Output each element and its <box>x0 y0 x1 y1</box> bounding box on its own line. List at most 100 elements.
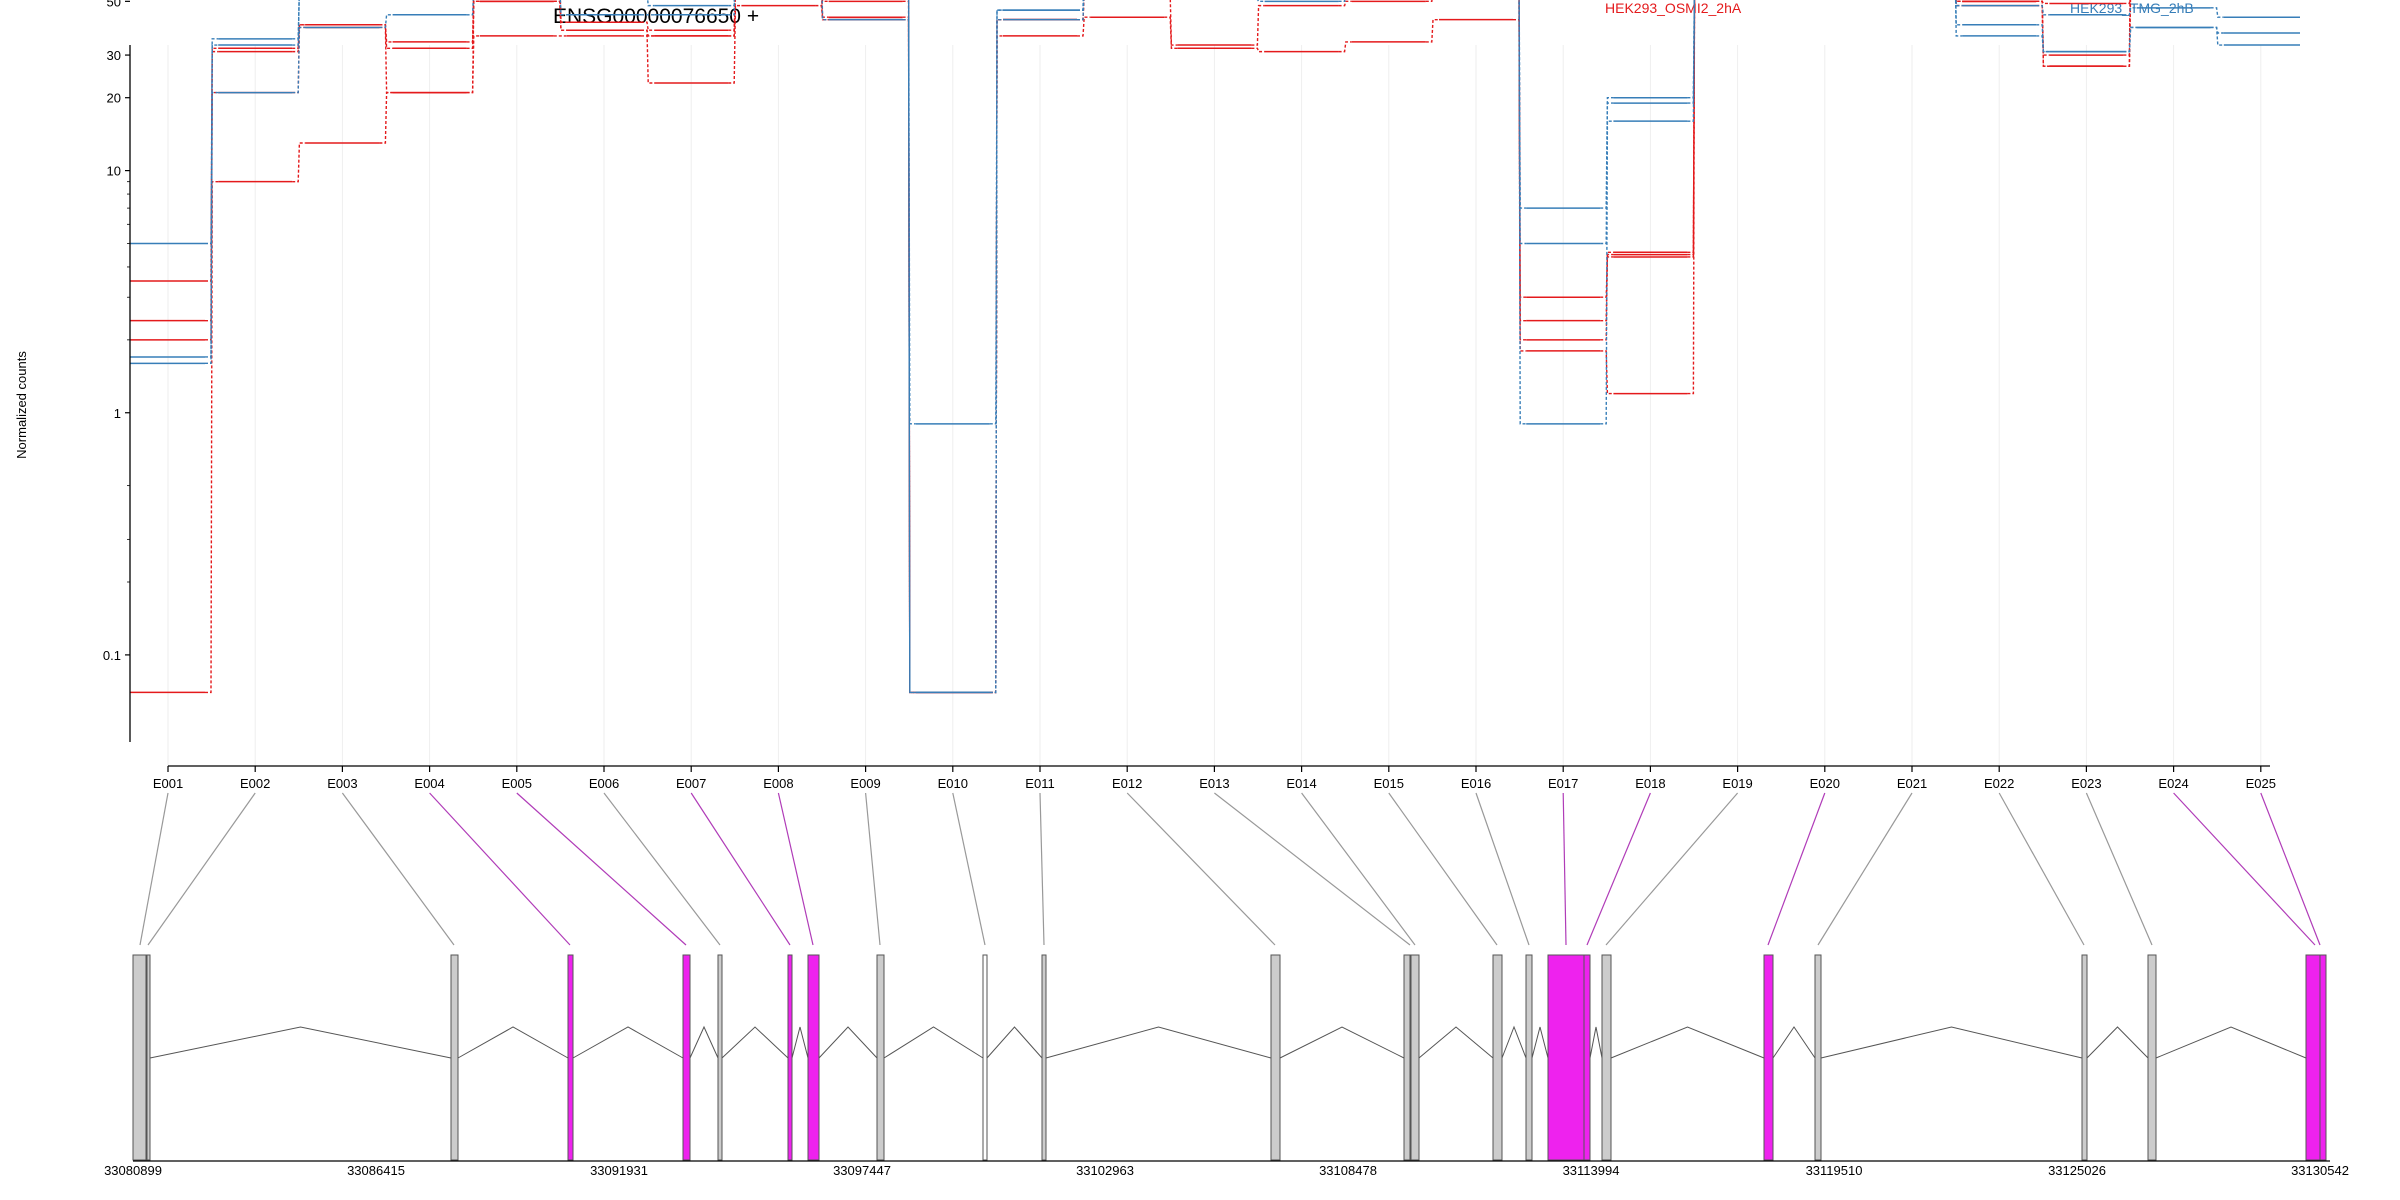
exon-connector <box>603 792 721 946</box>
genomic-coordinate-label: 33091931 <box>590 1163 648 1178</box>
genomic-coordinate-label: 33086415 <box>347 1163 405 1178</box>
x-tick-label: E006 <box>589 776 619 791</box>
series-connector <box>2036 24 2050 53</box>
series-connector <box>1955 0 1963 7</box>
intron-line <box>883 1026 984 1059</box>
series-connector <box>379 91 393 144</box>
series-connector <box>821 0 829 21</box>
x-tick-label: E018 <box>1635 776 1665 791</box>
exon-connector <box>139 792 169 946</box>
exon-box <box>1547 954 1585 1161</box>
exon-connector <box>516 792 687 946</box>
intron-line <box>791 1026 809 1059</box>
intron-line <box>1820 1026 2083 1059</box>
x-tick-label: E002 <box>240 776 270 791</box>
exon-box <box>1041 954 1047 1161</box>
exon-connector <box>2260 792 2321 946</box>
x-tick-label: E019 <box>1722 776 1752 791</box>
intron-line <box>1045 1026 1272 1059</box>
intron-line <box>2086 1026 2149 1059</box>
series-line <box>130 0 2131 694</box>
chart-title: ENSG00000076650 + <box>553 5 759 28</box>
intron-line <box>149 1026 452 1059</box>
series-connector <box>1338 41 1352 53</box>
intron-line <box>721 1026 789 1059</box>
x-tick-label: E016 <box>1461 776 1491 791</box>
exon-connector <box>952 792 986 946</box>
series-connector <box>1251 4 1265 46</box>
exon-connector <box>865 792 881 946</box>
x-tick-label: E005 <box>502 776 532 791</box>
exon-connector <box>1388 792 1498 946</box>
intron-line <box>818 1026 878 1059</box>
series-connector <box>989 18 1003 694</box>
intron-line <box>2155 1026 2307 1059</box>
series-connector <box>641 29 655 84</box>
series-connector <box>907 0 916 694</box>
legend-label-osmi2: HEK293_OSMI2_2hA <box>1605 0 1742 16</box>
exon-box <box>2147 954 2157 1161</box>
exon-box <box>1601 954 1612 1161</box>
grid-lines <box>167 45 2262 766</box>
exon-connector <box>1214 792 1411 946</box>
exon-connector <box>429 792 571 946</box>
exon-box <box>1410 954 1420 1161</box>
exon-connector <box>1475 792 1530 946</box>
exon-box <box>2081 954 2088 1161</box>
series-connector <box>2036 0 2050 5</box>
intron-line <box>1772 1026 1816 1059</box>
exon-box <box>982 954 988 1161</box>
exon-box <box>450 954 459 1161</box>
x-tick-label: E013 <box>1199 776 1229 791</box>
intron-line <box>572 1026 684 1059</box>
exon-box <box>2305 954 2321 1161</box>
series-connector <box>292 26 306 94</box>
series-connector <box>728 4 742 84</box>
series-connector <box>559 0 567 16</box>
series-connector <box>466 35 480 94</box>
series-connector <box>641 21 655 31</box>
exon-box <box>807 954 820 1161</box>
x-tick-label: E017 <box>1548 776 1578 791</box>
exon-connector <box>147 792 256 946</box>
exon-connector <box>690 792 791 946</box>
exon-box <box>1763 954 1774 1161</box>
series-connector <box>2123 0 2131 5</box>
series-connector <box>205 180 219 694</box>
y-tick-label: 30 <box>107 48 121 63</box>
genomic-coordinate-label: 33130542 <box>2291 1163 2349 1178</box>
series-line <box>130 0 2300 694</box>
x-tick-label: E014 <box>1286 776 1316 791</box>
series-connector <box>2210 7 2224 18</box>
exon-box <box>1403 954 1411 1161</box>
intron-line <box>457 1026 569 1059</box>
series-connector <box>1425 18 1439 43</box>
x-tick-label: E015 <box>1374 776 1404 791</box>
intron-line <box>1531 1026 1549 1059</box>
series-connector <box>1687 0 1696 256</box>
series-line <box>130 0 2131 694</box>
intron-line <box>689 1025 719 1059</box>
exon-box <box>1814 954 1822 1161</box>
exon-connector-lines <box>139 792 2321 946</box>
exon-box <box>1492 954 1503 1161</box>
series-connector <box>1425 0 1433 3</box>
series-connector <box>728 0 736 37</box>
series-connector <box>1251 47 1265 53</box>
series-connector <box>466 0 474 16</box>
series-layer <box>130 0 2300 694</box>
y-tick-label: 0.1 <box>103 648 121 663</box>
series-connector <box>1518 0 1527 425</box>
series-connector <box>1338 0 1346 3</box>
y-axis-label: Normalized counts <box>14 351 29 459</box>
exon-connector <box>2173 792 2316 946</box>
x-tick-label: E010 <box>938 776 968 791</box>
series-connector <box>553 0 567 31</box>
genomic-coordinate-label: 33080899 <box>104 1163 162 1178</box>
genomic-coordinate-label: 33108478 <box>1319 1163 1377 1178</box>
series-connector <box>902 16 916 694</box>
series-line <box>130 0 2131 694</box>
x-tick-label: E011 <box>1025 776 1054 791</box>
series-connector <box>292 24 306 53</box>
series-connector <box>292 142 306 183</box>
